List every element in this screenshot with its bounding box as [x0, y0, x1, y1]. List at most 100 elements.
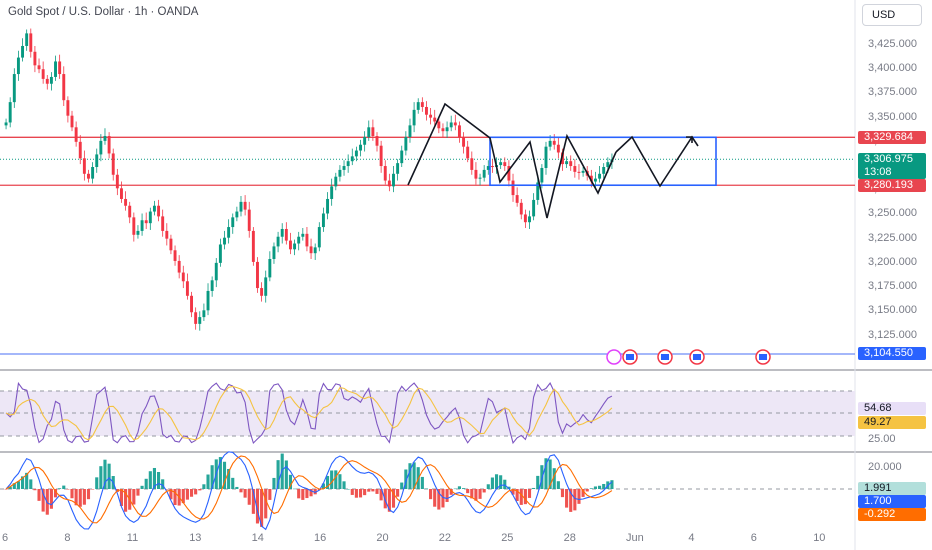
- candle-body: [91, 167, 95, 179]
- candle-body: [128, 205, 132, 218]
- rsi-line: [5, 381, 613, 445]
- candle-body: [301, 233, 305, 237]
- macd-hist-bar: [313, 489, 317, 495]
- macd-hist-bar: [198, 489, 202, 491]
- macd-hist-bar: [264, 489, 268, 519]
- rsi-level-25: 25.00: [868, 433, 896, 445]
- candle-body: [577, 171, 581, 173]
- macd-hist-bar: [58, 488, 62, 489]
- macd-hist-bar: [573, 489, 577, 511]
- macd-hist-bar: [569, 489, 573, 512]
- macd-hist-bar: [227, 468, 231, 489]
- macd-hist-bar: [255, 489, 260, 524]
- candle-body: [264, 277, 268, 296]
- macd-hist-bar: [408, 463, 412, 489]
- candle-body: [321, 213, 325, 228]
- macd-hist-bar: [82, 489, 86, 505]
- candle-body: [371, 127, 375, 137]
- macd-hist-bar: [74, 489, 78, 506]
- x-tick-label: 20: [376, 532, 389, 544]
- macd-hist-bar: [301, 489, 305, 500]
- macd-hist-bar: [499, 475, 503, 489]
- macd-hist-bar: [309, 489, 313, 497]
- candle-body: [359, 144, 362, 151]
- candle-body: [429, 114, 433, 118]
- candle-body: [194, 312, 198, 324]
- candle-body: [144, 220, 148, 224]
- macd-hist-bar: [169, 489, 173, 500]
- macd-hist-bar: [424, 488, 429, 489]
- candle-body: [606, 162, 610, 168]
- candle-body: [276, 236, 280, 247]
- x-tick-label: 28: [563, 532, 576, 544]
- candle-body: [190, 295, 193, 313]
- macd-hist-bar: [429, 489, 433, 500]
- projection-path: [615, 135, 699, 188]
- candle-body: [540, 167, 544, 183]
- macd-hist-bar: [78, 489, 82, 507]
- candle-body: [8, 102, 12, 123]
- macd-hist-bar: [503, 479, 507, 489]
- candle-body: [202, 310, 206, 318]
- macd-hist-bar: [272, 477, 276, 489]
- macd-hist-bar: [494, 474, 499, 489]
- macd-hist-bar: [91, 489, 95, 490]
- current-price-label: 3,306.975 13:08: [858, 153, 926, 179]
- x-tick-label: Jun: [626, 532, 644, 544]
- event-flag-icon: [661, 354, 669, 360]
- candle-body: [54, 61, 57, 77]
- macd-hist-bar: [330, 470, 334, 489]
- candle-body: [214, 262, 218, 281]
- macd-hist-bar: [433, 489, 437, 507]
- macd-hist-bar: [152, 467, 156, 489]
- macd-hist-bar: [363, 489, 367, 496]
- candle-body: [396, 163, 400, 174]
- candle-body: [280, 228, 284, 237]
- currency-button[interactable]: USD: [862, 4, 922, 26]
- x-tick-label: 10: [813, 532, 826, 544]
- y-tick-label: 3,200.000: [868, 255, 917, 268]
- candle-body: [21, 45, 25, 58]
- candle-body: [284, 228, 288, 241]
- candle-body: [466, 146, 470, 159]
- macd-hist-bar: [222, 461, 227, 489]
- candle-body: [4, 122, 8, 126]
- candle-body: [556, 144, 560, 153]
- macd-line: [5, 451, 613, 531]
- chart-title: Gold Spot / U.S. Dollar · 1h · OANDA: [8, 6, 199, 18]
- macd-hist-bar: [66, 489, 70, 490]
- candle-body: [272, 246, 276, 260]
- candle-body: [474, 169, 478, 179]
- macd-hist-bar: [532, 487, 536, 489]
- candle-body: [404, 136, 408, 151]
- y-tick-label: 3,225.000: [868, 231, 917, 244]
- candle-body: [552, 140, 556, 145]
- macd-hist-bar: [231, 477, 235, 489]
- range-box: [489, 136, 717, 187]
- macd-hist-bar: [12, 483, 16, 489]
- candle-body: [74, 127, 78, 142]
- candle-body: [445, 127, 449, 132]
- candle-body: [346, 161, 350, 167]
- candle-body: [593, 178, 597, 182]
- candle-body: [330, 186, 334, 199]
- macd-hist-bar: [161, 479, 165, 489]
- candle-body: [136, 230, 140, 235]
- candle-body: [420, 102, 424, 107]
- macd-hist-bar: [523, 489, 527, 505]
- macd-hist-bar: [210, 465, 214, 489]
- candle-body: [602, 167, 606, 174]
- candle-body: [433, 117, 437, 122]
- macd-hist-bar: [243, 489, 247, 498]
- macd-hist-bar: [53, 489, 58, 498]
- macd-hist-bar: [515, 489, 519, 502]
- candle-body: [544, 146, 548, 168]
- macd-hist-bar: [206, 474, 210, 489]
- macd-hist-bar: [474, 489, 478, 501]
- macd-hist-bar: [556, 481, 560, 489]
- candle-body: [66, 100, 70, 116]
- candle-body: [41, 69, 45, 79]
- macd-hist-bar: [404, 469, 408, 489]
- candle-body: [177, 260, 181, 273]
